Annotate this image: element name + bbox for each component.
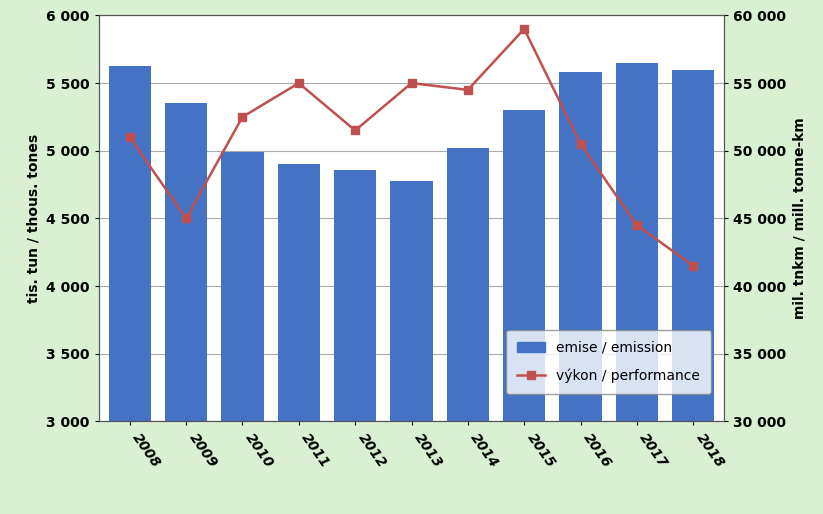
Bar [503,110,546,514]
výkon / performance [125,134,135,140]
Bar [221,152,263,514]
Bar [672,69,714,514]
výkon / performance [463,87,472,93]
výkon / performance [688,263,698,269]
Y-axis label: mil. tnkm / mill. tonne-km: mil. tnkm / mill. tonne-km [792,118,806,319]
výkon / performance [294,80,304,86]
výkon / performance [181,215,191,222]
Bar [277,164,320,514]
Bar [616,63,658,514]
výkon / performance [407,80,416,86]
Legend: emise / emission, výkon / performance: emise / emission, výkon / performance [506,329,711,394]
výkon / performance [632,222,642,228]
Line: výkon / performance: výkon / performance [126,25,697,270]
výkon / performance [575,141,585,147]
výkon / performance [238,114,248,120]
Bar [560,72,602,514]
Bar [109,65,151,514]
výkon / performance [351,127,360,134]
Bar [447,148,489,514]
výkon / performance [519,26,529,32]
Y-axis label: tis. tun / thous. tones: tis. tun / thous. tones [26,134,40,303]
Bar [334,170,376,514]
Bar [390,180,433,514]
Bar [165,103,207,514]
